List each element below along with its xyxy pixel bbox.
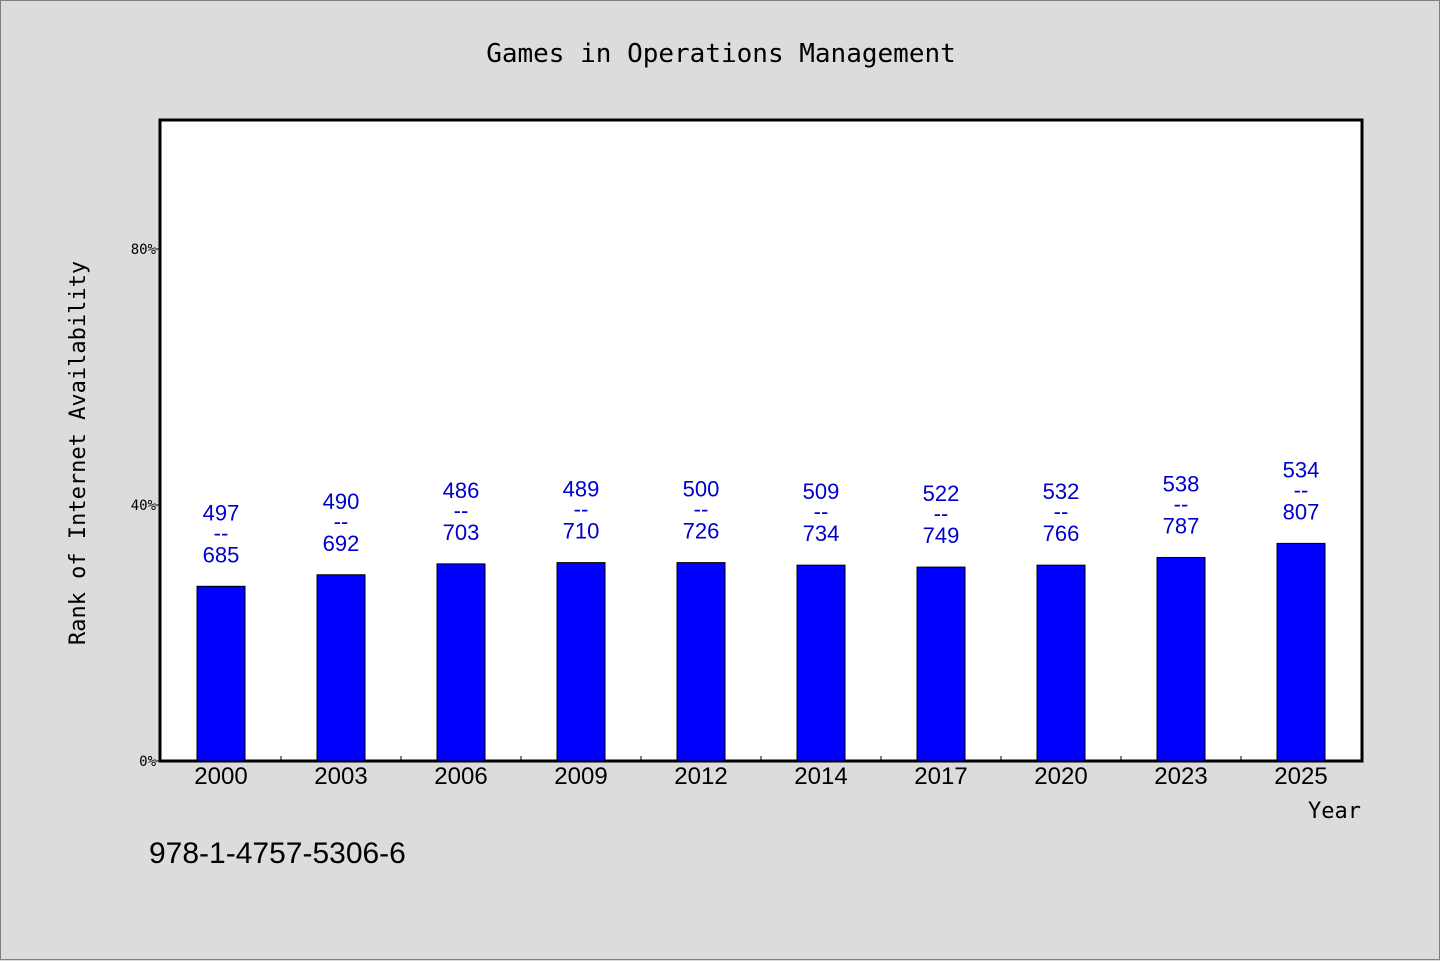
x-tick-label: 2014: [794, 763, 847, 790]
x-tick-label: 2006: [434, 763, 487, 790]
data-label-bottom: 766: [1043, 521, 1080, 546]
data-label-sep: --: [1294, 477, 1309, 502]
data-label-top: 489: [563, 477, 600, 502]
data-label-bottom: 703: [443, 520, 480, 545]
data-label-top: 522: [923, 481, 960, 506]
data-label-bottom: 685: [203, 542, 240, 567]
x-tick-label: 2025: [1274, 763, 1327, 790]
x-tick-label: 2009: [554, 763, 607, 790]
x-tick-label: 2003: [314, 763, 367, 790]
data-label-bottom: 749: [923, 523, 960, 548]
data-label-top: 486: [443, 478, 480, 503]
x-axis-title: Year: [1308, 799, 1361, 824]
data-label-bottom: 787: [1163, 513, 1200, 538]
data-label-bottom: 734: [803, 521, 840, 546]
bar: [796, 564, 846, 762]
data-label-sep: --: [1054, 499, 1069, 524]
data-label-top: 490: [323, 489, 360, 514]
y-tick-label: 40%: [131, 498, 157, 514]
x-tick-label: 2017: [914, 763, 967, 790]
data-label-bottom: 726: [683, 519, 720, 544]
y-axis: 0% 40% 80%: [131, 242, 161, 770]
x-tick-label: 2020: [1034, 763, 1087, 790]
bar: [196, 585, 246, 762]
data-label-bottom: 710: [563, 519, 600, 544]
bar: [1036, 564, 1086, 762]
bar: [556, 562, 606, 762]
data-label-sep: --: [1174, 491, 1189, 516]
data-label-top: 500: [683, 477, 720, 502]
data-label-sep: --: [814, 499, 829, 524]
data-label-top: 534: [1283, 457, 1320, 482]
y-tick-label: 0%: [139, 754, 156, 770]
data-label-bottom: 807: [1283, 499, 1320, 524]
y-axis-title: Rank of Internet Availability: [66, 261, 91, 645]
x-axis: 2000 2003 2006 2009 2012 2014 2017 2020 2023 2025: [194, 756, 1328, 790]
x-tick-label: 2023: [1154, 763, 1207, 790]
chart-title: Games in Operations Management: [486, 39, 956, 69]
data-label-sep: --: [334, 509, 349, 534]
bar: [916, 566, 966, 762]
data-label-top: 538: [1163, 471, 1200, 496]
bar: [1156, 556, 1206, 762]
bar: [316, 574, 366, 762]
bar: [436, 563, 486, 762]
data-label-sep: --: [694, 497, 709, 522]
data-label-sep: --: [934, 501, 949, 526]
x-tick-label: 2000: [194, 763, 247, 790]
y-tick-label: 80%: [131, 242, 157, 258]
data-label-sep: --: [214, 520, 229, 545]
data-label-top: 532: [1043, 479, 1080, 504]
data-label-bottom: 692: [323, 531, 360, 556]
data-label-top: 509: [803, 479, 840, 504]
bars-group: [196, 542, 1326, 762]
data-label-top: 497: [203, 500, 240, 525]
data-label-sep: --: [454, 498, 469, 523]
data-label-sep: --: [574, 497, 589, 522]
bar: [676, 562, 726, 762]
bar: [1276, 542, 1326, 762]
data-labels-group: 497--685490--692486--703489--710500--726…: [203, 457, 1320, 567]
x-tick-label: 2012: [674, 763, 727, 790]
isbn-footnote: 978-1-4757-5306-6: [149, 837, 406, 870]
